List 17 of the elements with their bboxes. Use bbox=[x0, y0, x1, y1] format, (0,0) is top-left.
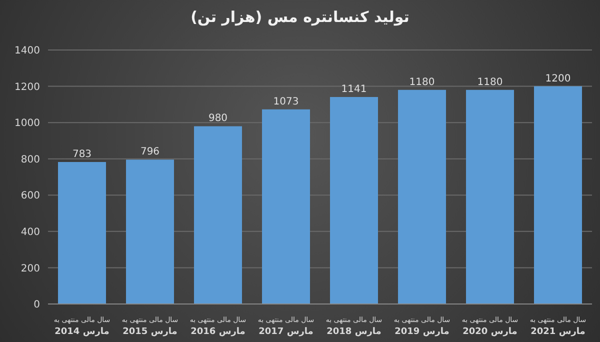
y-tick-label: 1200 bbox=[14, 82, 40, 93]
data-label: 796 bbox=[140, 146, 160, 158]
data-label: 1180 bbox=[409, 76, 435, 88]
data-label: 783 bbox=[72, 148, 92, 160]
y-tick-label: 400 bbox=[20, 226, 40, 238]
y-tick-label: 0 bbox=[34, 300, 40, 311]
y-tick-label: 800 bbox=[20, 154, 40, 166]
y-tick-label: 600 bbox=[20, 190, 40, 202]
y-tick-label: 200 bbox=[20, 263, 40, 274]
data-label: 980 bbox=[208, 113, 228, 124]
y-tick-label: 1400 bbox=[14, 46, 40, 57]
data-label: 1200 bbox=[545, 73, 571, 84]
y-tick-label: 1000 bbox=[14, 118, 40, 130]
data-label: 1141 bbox=[341, 84, 367, 95]
chart-title: تولید کنسانتره مس (هزار تن) bbox=[190, 8, 410, 26]
data-label: 1073 bbox=[273, 96, 299, 108]
data-label: 1180 bbox=[477, 76, 503, 88]
